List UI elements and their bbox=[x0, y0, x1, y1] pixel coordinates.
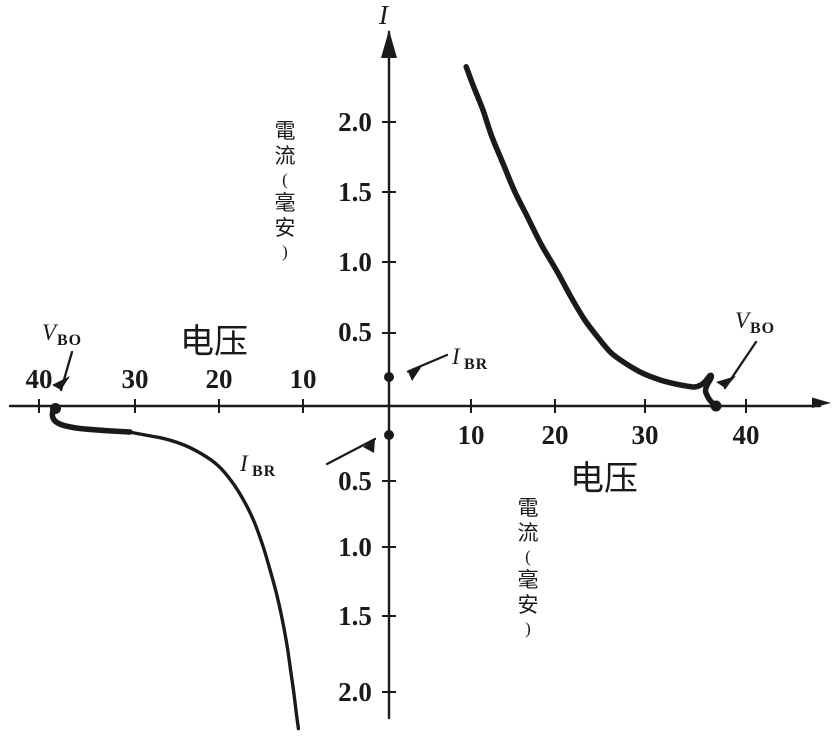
svg-text:2.0: 2.0 bbox=[338, 107, 372, 137]
svg-text:電: 電 bbox=[518, 496, 539, 520]
svg-text:1.5: 1.5 bbox=[338, 177, 372, 207]
svg-text:电压: 电压 bbox=[180, 323, 248, 361]
svg-text:20: 20 bbox=[542, 420, 569, 450]
svg-text:30: 30 bbox=[122, 364, 149, 394]
svg-text:10: 10 bbox=[458, 420, 485, 450]
svg-text:): ) bbox=[525, 619, 531, 638]
svg-text:毫: 毫 bbox=[518, 568, 539, 592]
svg-text:20: 20 bbox=[206, 364, 233, 394]
svg-text:30: 30 bbox=[632, 420, 659, 450]
svg-text:(: ( bbox=[525, 547, 531, 566]
svg-text:(: ( bbox=[282, 170, 288, 189]
svg-text:1.0: 1.0 bbox=[338, 532, 372, 562]
svg-text:): ) bbox=[282, 242, 288, 261]
svg-text:BO: BO bbox=[57, 332, 82, 349]
svg-text:安: 安 bbox=[275, 216, 296, 240]
svg-text:安: 安 bbox=[518, 593, 539, 617]
svg-text:0.5: 0.5 bbox=[338, 317, 372, 347]
svg-text:毫: 毫 bbox=[275, 191, 296, 215]
svg-text:0.5: 0.5 bbox=[338, 466, 372, 496]
svg-text:I: I bbox=[451, 344, 461, 369]
svg-text:電: 電 bbox=[275, 119, 296, 143]
svg-text:1.0: 1.0 bbox=[338, 247, 372, 277]
svg-text:10: 10 bbox=[290, 364, 317, 394]
svg-text:2.0: 2.0 bbox=[338, 677, 372, 707]
svg-text:BR: BR bbox=[464, 356, 488, 373]
svg-text:流: 流 bbox=[275, 144, 296, 168]
svg-text:电压: 电压 bbox=[570, 460, 638, 498]
svg-text:I: I bbox=[239, 451, 249, 476]
svg-text:40: 40 bbox=[26, 364, 53, 394]
svg-text:40: 40 bbox=[733, 420, 760, 450]
svg-text:BO: BO bbox=[750, 320, 775, 337]
svg-text:1.5: 1.5 bbox=[338, 601, 372, 631]
svg-text:BR: BR bbox=[252, 463, 276, 480]
svg-text:流: 流 bbox=[518, 521, 539, 545]
